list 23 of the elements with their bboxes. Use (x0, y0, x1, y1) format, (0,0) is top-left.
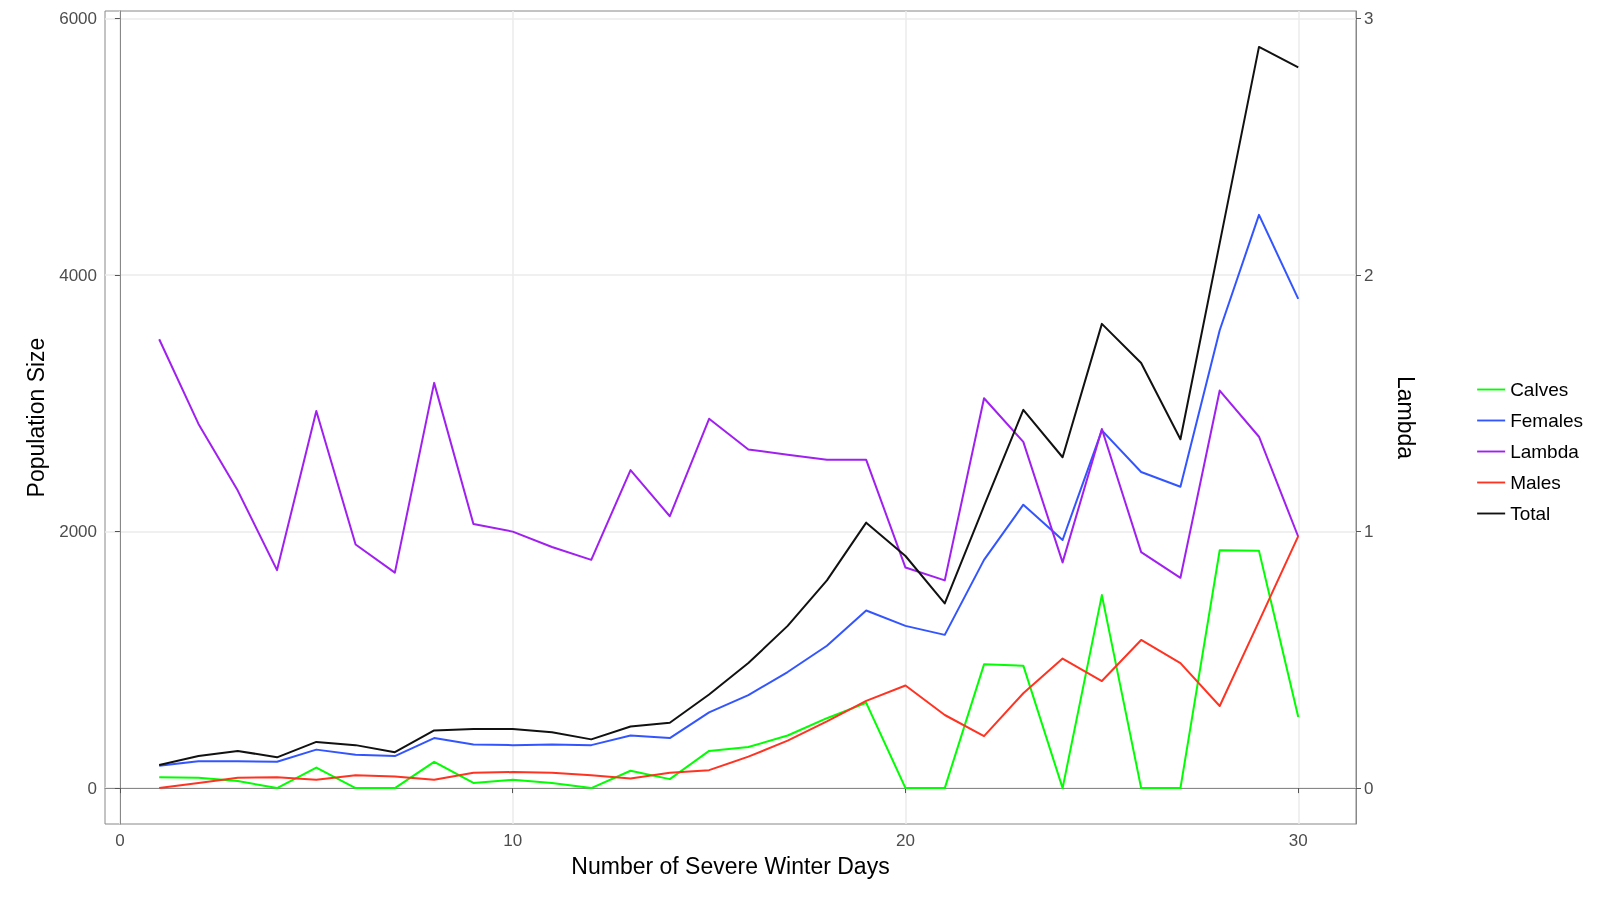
legend-label: Lambda (1510, 441, 1580, 462)
legend-label: Total (1510, 503, 1551, 524)
y-tick-label: 6000 (59, 9, 97, 29)
legend-label: Calves (1510, 379, 1569, 400)
x-tick-label: 10 (503, 831, 523, 850)
y2-tick-label: 0 (1364, 778, 1374, 798)
legend-label: Males (1510, 472, 1561, 493)
line-series (158, 45, 1300, 767)
y-tick-label: 0 (87, 778, 97, 798)
x-tick-label: 0 (115, 831, 125, 850)
y2-tick-label: 1 (1364, 522, 1374, 542)
y-axis-title: Population Size (22, 337, 49, 498)
x-tick-label: 30 (1288, 831, 1308, 850)
y-tick-label: 4000 (59, 265, 97, 285)
legend-label: Females (1510, 410, 1583, 431)
line-series (158, 338, 1300, 582)
x-tick-label: 20 (896, 831, 915, 850)
y2-axis-title: Lambda (1392, 375, 1419, 460)
line-series (158, 213, 1300, 767)
y2-tick-label: 3 (1364, 9, 1374, 29)
y-tick-label: 2000 (59, 522, 97, 542)
y2-tick-label: 2 (1364, 265, 1374, 285)
x-axis-title: Number of Severe Winter Days (571, 852, 890, 879)
